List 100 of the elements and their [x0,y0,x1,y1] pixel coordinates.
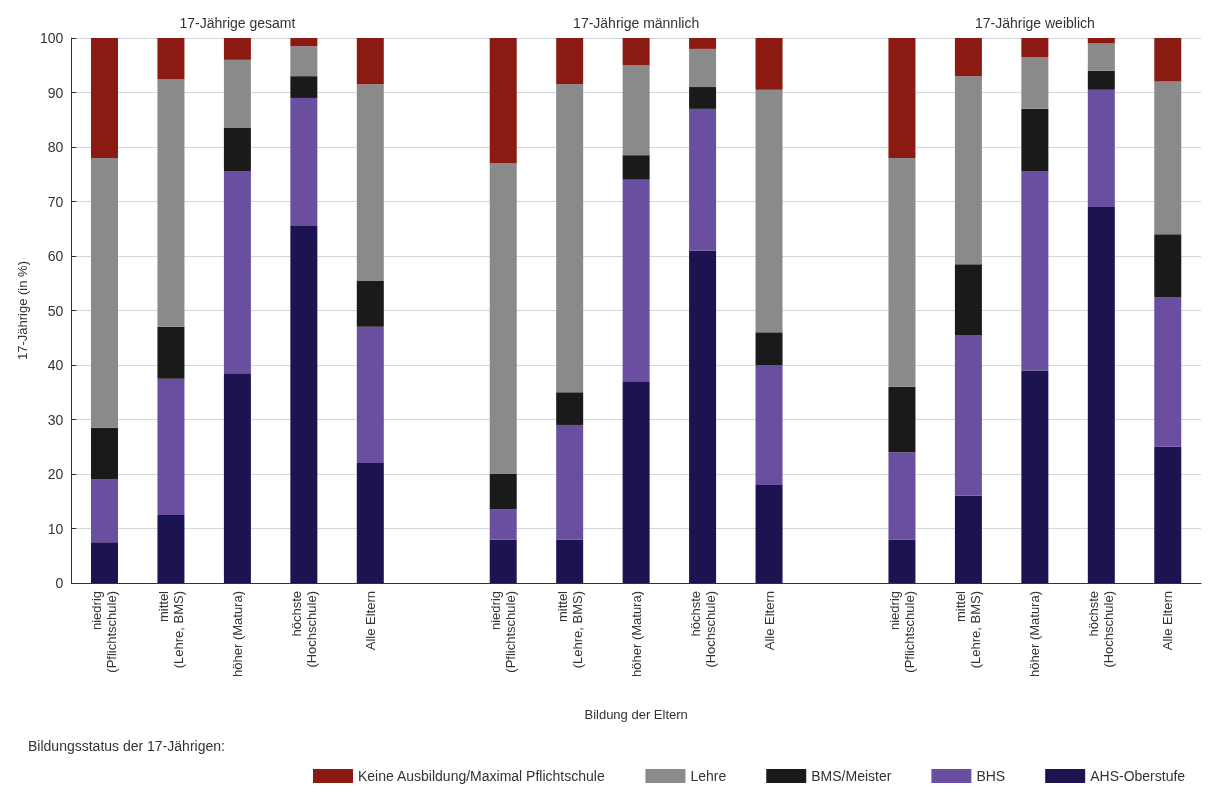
legend-label: BMS/Meister [811,768,892,784]
bar [622,38,650,66]
legend-label: AHS-Oberstufe [1090,768,1186,784]
legend-label: Keine Ausbildung/Maximal Pflichtschule [358,768,605,784]
bar [90,427,118,480]
bar [556,539,584,583]
bar [954,495,982,583]
bar [223,171,251,374]
bar [356,463,384,583]
x-tick-label: mittel (Lehre, BMS) [953,590,984,669]
bar [689,48,717,88]
legend-label: Lehre [690,768,727,784]
bar [90,38,118,158]
bar [888,157,916,387]
bar [689,87,717,109]
bar [755,332,783,365]
bar [689,38,717,49]
bar [356,84,384,281]
text: 17-Jährige männlich [573,15,700,31]
bar [356,38,384,85]
bar [1154,38,1182,82]
bar [489,474,517,510]
y-tick-label: 60 [47,248,64,264]
bar [1021,171,1049,371]
bar [1154,234,1182,297]
bar [157,378,185,515]
bar [90,542,118,583]
legend-title: Bildungsstatus der 17-Jährigen: [28,738,225,754]
bar [1087,38,1115,44]
bar [223,127,251,172]
bar [356,280,384,327]
bar [755,38,783,90]
bar [556,38,584,85]
bar [90,479,118,543]
bar [954,76,982,265]
x-tick-label: Alle Eltern [1160,591,1176,651]
bar [888,452,916,540]
bar [223,373,251,583]
bar [556,84,584,393]
bar [622,381,650,583]
bar [489,539,517,583]
x-tick-label: Alle Eltern [761,591,777,651]
x-tick-label: mittel (Lehre, BMS) [155,590,186,669]
bar [556,424,584,540]
bar [954,335,982,496]
y-tick-label: 100 [39,30,64,46]
x-tick-label: höher (Matura) [628,591,644,677]
bar [1087,70,1115,90]
bar [755,89,783,333]
y-tick-label: 40 [47,357,64,373]
bar [1087,89,1115,207]
y-tick-label: 70 [47,193,64,210]
bar [1154,81,1182,235]
text: 17-Jährige weiblich [974,15,1095,31]
x-tick-label: höchste (Hochschule) [687,591,718,668]
bar [1087,43,1115,71]
bar [755,484,783,583]
bar [1021,370,1049,583]
bar [954,264,982,336]
bar [223,38,251,60]
bar [888,539,916,583]
x-tick-label: Alle Eltern [362,591,378,651]
bar [290,97,318,227]
bar [622,155,650,180]
bar [290,226,318,583]
x-tick-label: mittel (Lehre, BMS) [554,590,585,669]
x-tick-label: höher (Matura) [1027,591,1043,677]
bar [622,65,650,156]
bar [290,46,318,77]
bar [157,38,185,79]
bar [755,365,783,485]
bar [1021,38,1049,58]
bar [689,250,717,583]
x-tick-label: höchste (Hochschule) [288,591,319,668]
y-tick-label: 50 [47,302,64,319]
bar [356,326,384,464]
bar [1154,296,1182,447]
x-tick-label: niedrig (Pflichtschule) [89,591,120,673]
bar [489,509,517,540]
bar [157,78,185,327]
bar [622,179,650,382]
bar [157,514,185,583]
y-tick-label: 80 [47,139,64,155]
x-axis-title: Bildung der Eltern [584,707,688,722]
bar [157,326,185,379]
bar [290,76,318,98]
legend-label: BHS [976,768,1006,784]
y-tick-label: 10 [47,520,64,537]
y-tick-label: 20 [47,466,64,482]
bar [954,38,982,77]
bar [489,163,517,474]
y-tick-label: 0 [55,575,64,591]
x-tick-label: höchste (Hochschule) [1086,591,1117,668]
y-tick-label: 30 [47,411,64,428]
x-tick-label: niedrig (Pflichtschule) [488,591,519,673]
bar [1021,108,1049,172]
bar [689,108,717,251]
bar [1087,206,1115,583]
bar [90,157,118,428]
bar [223,59,251,128]
